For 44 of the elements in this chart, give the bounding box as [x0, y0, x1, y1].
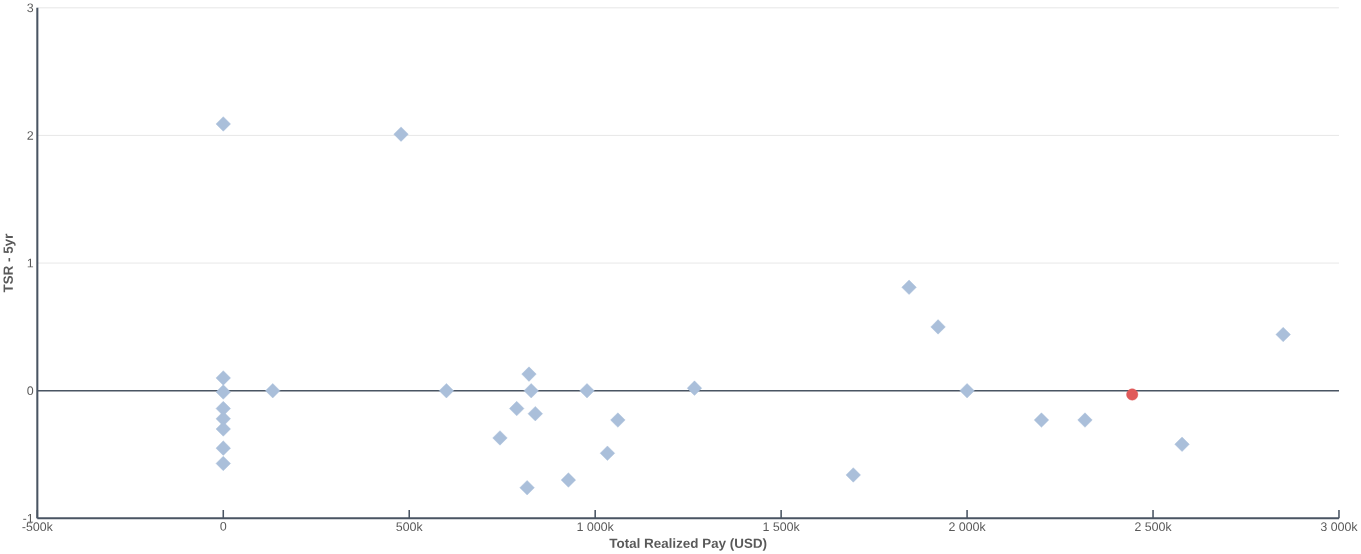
y-tick-label: 2	[27, 131, 34, 140]
point	[438, 383, 454, 399]
point	[519, 480, 535, 496]
point	[1033, 412, 1049, 428]
x-tick-label: 2 000k	[949, 521, 986, 532]
y-tick-label: 0	[27, 386, 34, 396]
point	[509, 401, 525, 417]
point	[1174, 436, 1190, 452]
point	[959, 383, 975, 399]
point	[1275, 327, 1291, 343]
point	[527, 406, 543, 422]
y-tick-label: 3	[27, 3, 34, 13]
point	[523, 383, 539, 399]
point	[579, 383, 595, 399]
point	[393, 126, 409, 142]
point	[215, 421, 231, 437]
point	[901, 279, 917, 295]
point	[845, 467, 861, 483]
point	[560, 472, 576, 488]
x-tick-label: 0	[220, 521, 227, 531]
x-tick-label: 500k	[396, 521, 423, 532]
point	[1126, 388, 1139, 401]
point	[610, 412, 626, 428]
point	[215, 440, 231, 456]
point	[521, 366, 537, 382]
y-tick-label: 1	[27, 258, 34, 268]
point	[930, 319, 946, 335]
x-tick-label: 1 500k	[763, 521, 800, 532]
x-tick-label: 2 500k	[1135, 521, 1172, 532]
point	[686, 380, 702, 396]
x-axis-title: Total Realized Pay (USD)	[609, 538, 767, 551]
x-tick-label: 1 000k	[577, 521, 614, 532]
x-tick-label: -500k	[22, 521, 53, 532]
point	[215, 370, 231, 386]
point	[215, 384, 231, 400]
point	[599, 445, 615, 461]
point	[1077, 412, 1093, 428]
point	[492, 430, 508, 446]
y-tick-label: -1	[23, 514, 34, 523]
x-tick-label: 3 000k	[1320, 521, 1358, 532]
point	[215, 455, 231, 471]
point	[215, 116, 231, 132]
point	[265, 383, 281, 399]
y-axis-title: TSR - 5yr	[3, 233, 16, 293]
